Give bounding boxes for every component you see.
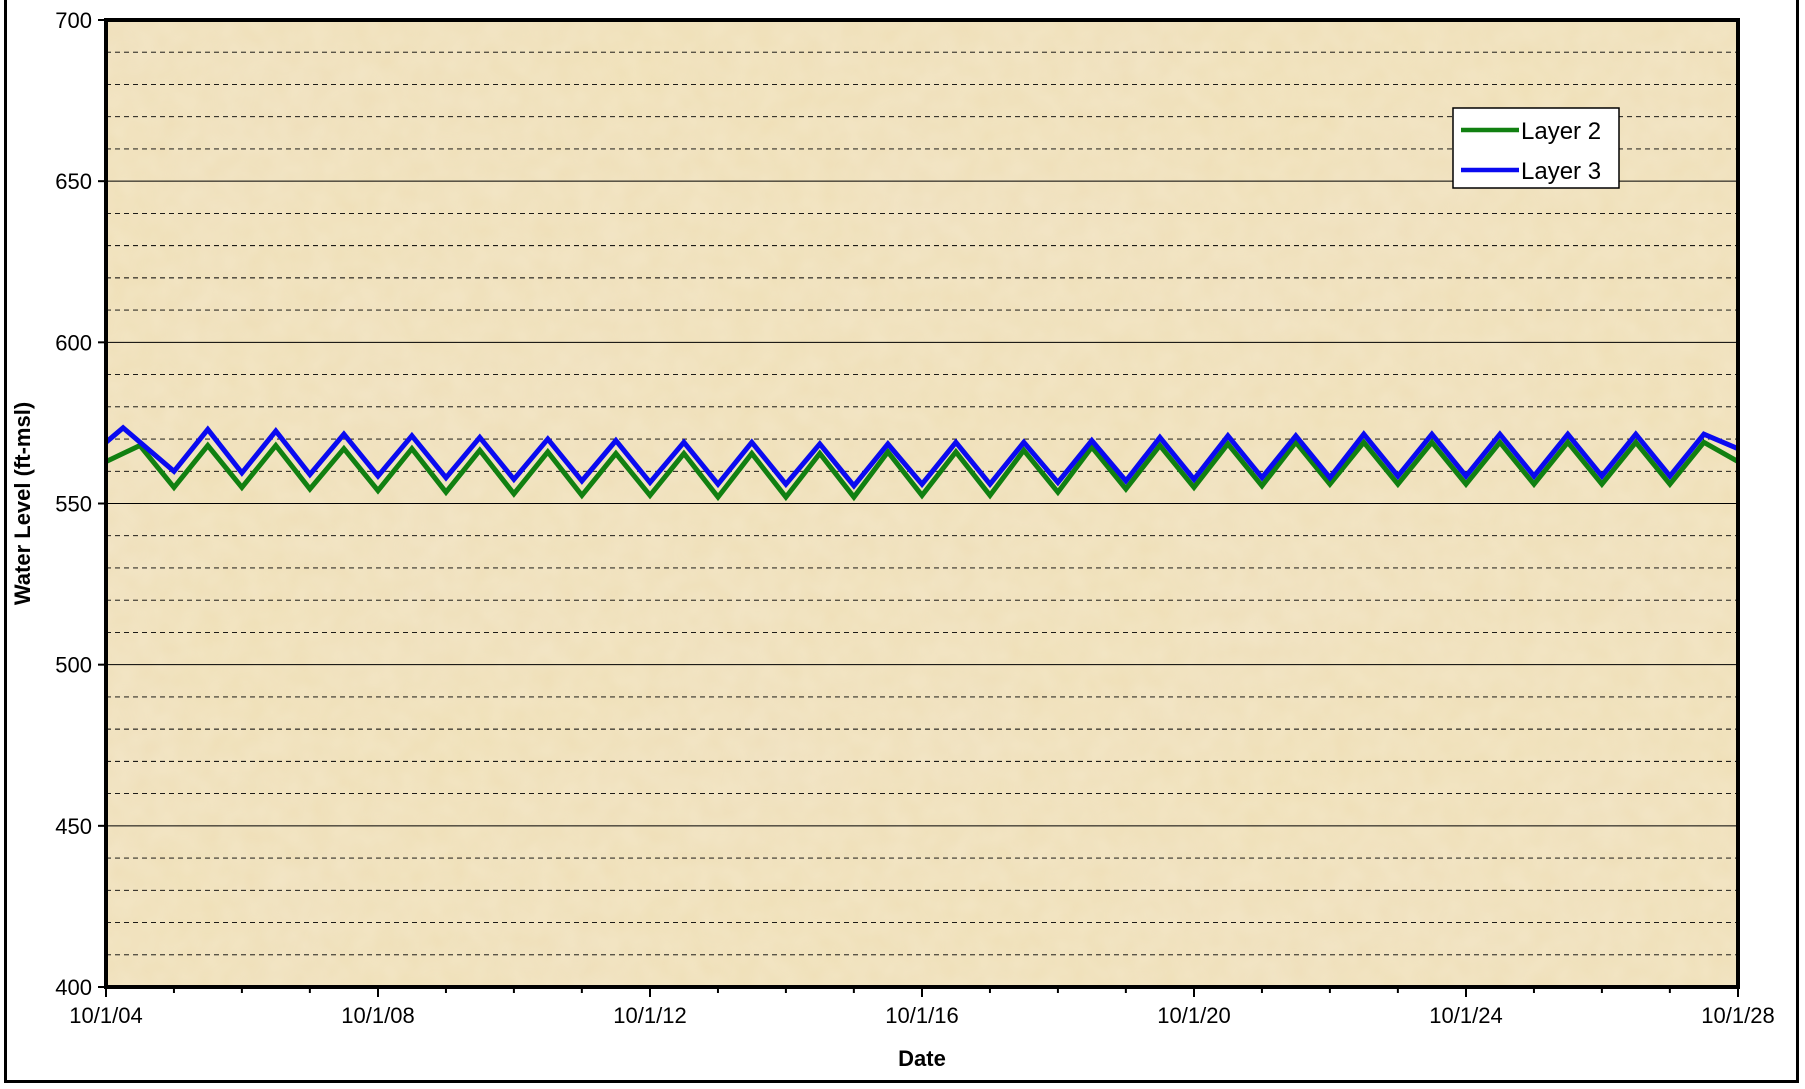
x-tick-label: 10/1/08 bbox=[341, 1003, 414, 1028]
x-tick-label: 10/1/24 bbox=[1429, 1003, 1502, 1028]
series-lines bbox=[104, 424, 1740, 502]
x-tick-label: 10/1/28 bbox=[1701, 1003, 1774, 1028]
legend: Layer 2 Layer 3 bbox=[1452, 107, 1620, 189]
x-tick-label: 10/1/16 bbox=[885, 1003, 958, 1028]
series-line-layer-2 bbox=[104, 438, 1740, 502]
legend-label-layer-2: Layer 2 bbox=[1521, 118, 1601, 145]
x-axis: 10/1/04 10/1/08 10/1/12 10/1/16 10/1/20 10/1/… bbox=[69, 987, 1775, 1028]
y-axis-title: Water Level (ft-msl) bbox=[10, 402, 35, 605]
series-line-layer-3 bbox=[104, 424, 1739, 490]
x-tick-label: 10/1/04 bbox=[69, 1003, 142, 1028]
x-axis-title: Date bbox=[898, 1046, 946, 1071]
x-tick-label: 10/1/20 bbox=[1157, 1003, 1230, 1028]
y-tick-label: 600 bbox=[55, 330, 92, 355]
legend-box bbox=[1452, 107, 1620, 189]
x-tick-label: 10/1/12 bbox=[613, 1003, 686, 1028]
y-tick-label: 400 bbox=[55, 975, 92, 1000]
legend-label-layer-3: Layer 3 bbox=[1521, 158, 1601, 185]
y-tick-label: 450 bbox=[55, 814, 92, 839]
y-tick-label: 500 bbox=[55, 653, 92, 678]
y-tick-label: 700 bbox=[55, 8, 92, 33]
y-tick-label: 550 bbox=[55, 492, 92, 517]
y-tick-label: 650 bbox=[55, 169, 92, 194]
y-axis: 400 450 500 550 600 650 700 bbox=[55, 8, 106, 1000]
